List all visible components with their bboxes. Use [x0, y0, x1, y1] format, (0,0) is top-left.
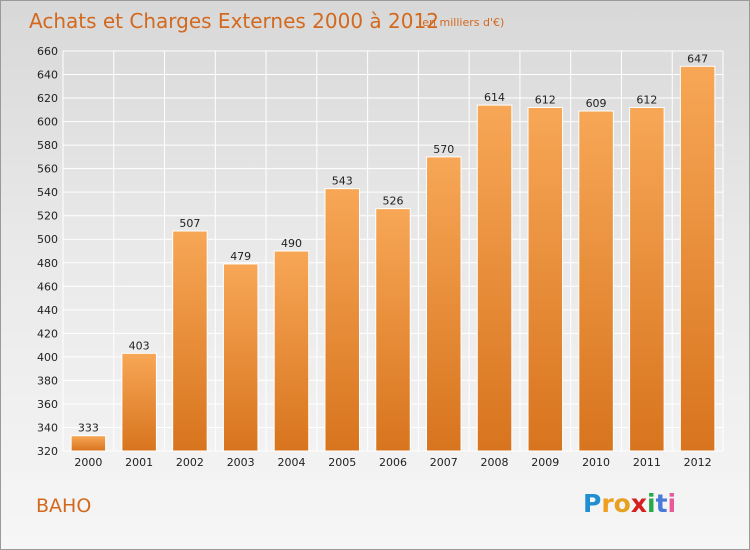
logo-letter: i [667, 489, 677, 518]
y-tick-label: 580 [37, 139, 58, 152]
bar-2012 [679, 65, 716, 452]
y-tick-label: 660 [37, 45, 58, 58]
x-tick-label-2003: 2003 [227, 456, 255, 469]
y-tick-label: 600 [37, 116, 58, 129]
chart-title: Achats et Charges Externes 2000 à 2012 [29, 9, 439, 33]
bar-2000 [70, 435, 107, 452]
x-tick-label-2011: 2011 [633, 456, 661, 469]
bar-2002 [172, 230, 208, 452]
data-label-2009: 612 [535, 93, 556, 106]
logo-letter: x [630, 489, 647, 518]
data-label-2008: 614 [484, 91, 505, 104]
data-label-2001: 403 [129, 339, 150, 352]
x-tick-label-2008: 2008 [481, 456, 509, 469]
logo-letter: i [647, 489, 656, 518]
y-tick-label: 420 [37, 327, 58, 340]
y-tick-label: 340 [37, 421, 58, 434]
y-tick-label: 640 [37, 69, 58, 82]
data-label-2000: 333 [78, 422, 99, 435]
bar-2004 [273, 250, 310, 452]
y-tick-label: 460 [37, 280, 58, 293]
bar-2009 [527, 106, 564, 452]
bar-2011 [629, 106, 665, 452]
bar-2007 [426, 156, 462, 452]
data-label-2003: 479 [230, 250, 251, 263]
y-tick-label: 380 [37, 374, 58, 387]
y-tick-label: 320 [37, 445, 58, 458]
data-label-2004: 490 [281, 237, 302, 250]
data-label-2006: 526 [383, 195, 404, 208]
data-labels: 333 403 507 479 490 543 526 570 614 612 609 612 647 [78, 52, 708, 434]
y-axis: 320 340 360 380 400 420 440 460 480 500 520 540 560 5… [37, 45, 58, 458]
x-axis: 2000 2001 2002 2003 2004 2005 2006 2007 2008 2009… [74, 456, 711, 469]
bar-2010 [578, 110, 614, 452]
logo-letter: P [583, 489, 602, 518]
y-tick-label: 400 [37, 351, 58, 364]
bars [70, 65, 716, 452]
x-tick-label-2010: 2010 [582, 456, 610, 469]
bar-2003 [222, 263, 259, 452]
y-tick-label: 440 [37, 304, 58, 317]
x-tick-label-2002: 2002 [176, 456, 204, 469]
x-tick-label-2005: 2005 [328, 456, 356, 469]
y-tick-label: 560 [37, 163, 58, 176]
logo-letter: o [613, 489, 631, 518]
y-tick-label: 520 [37, 210, 58, 223]
bar-2005 [324, 188, 360, 452]
bar-2001 [121, 352, 157, 452]
x-tick-label-2004: 2004 [277, 456, 305, 469]
x-tick-label-2009: 2009 [531, 456, 559, 469]
data-label-2010: 609 [586, 97, 607, 110]
data-label-2007: 570 [433, 143, 454, 156]
x-tick-label-2006: 2006 [379, 456, 407, 469]
y-tick-label: 620 [37, 92, 58, 105]
logo-letter: r [601, 489, 614, 518]
bar-2006 [375, 208, 411, 452]
y-tick-label: 480 [37, 257, 58, 270]
bar-2008 [476, 104, 513, 452]
logo-letter: t [655, 489, 668, 518]
x-tick-label-2012: 2012 [684, 456, 712, 469]
x-tick-label-2000: 2000 [74, 456, 102, 469]
y-tick-label: 360 [37, 398, 58, 411]
data-label-2005: 543 [332, 175, 353, 188]
x-tick-label-2001: 2001 [125, 456, 153, 469]
x-tick-label-2007: 2007 [430, 456, 458, 469]
data-label-2002: 507 [179, 217, 200, 230]
proxiti-logo[interactable]: Proxiti [583, 489, 676, 518]
chart-unit: (en milliers d'€) [418, 16, 504, 29]
data-label-2011: 612 [636, 93, 657, 106]
commune-name: BAHO [36, 495, 92, 517]
data-label-2012: 647 [687, 52, 708, 65]
y-tick-label: 540 [37, 186, 58, 199]
y-tick-label: 500 [37, 233, 58, 246]
